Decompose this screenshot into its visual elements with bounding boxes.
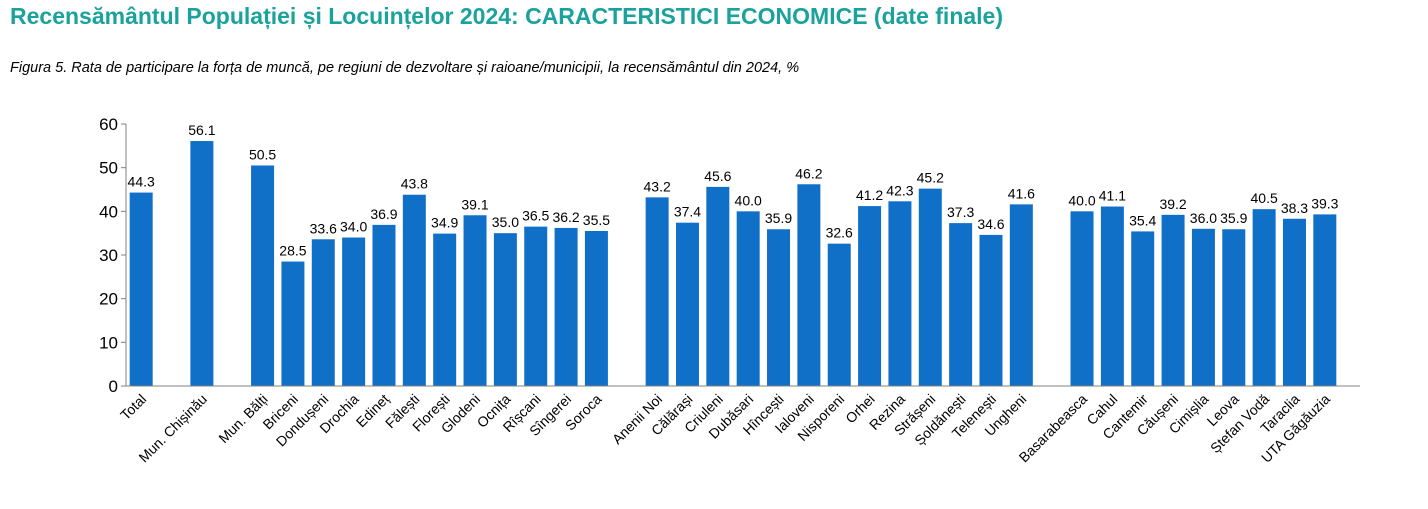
bar xyxy=(584,230,608,386)
value-label: 35.9 xyxy=(765,210,792,226)
bar xyxy=(949,223,973,386)
value-label: 38.3 xyxy=(1281,200,1308,216)
bar xyxy=(1161,214,1185,386)
bar xyxy=(888,201,912,386)
bar xyxy=(1131,231,1155,386)
bar xyxy=(767,229,791,386)
value-label: 36.2 xyxy=(552,209,579,225)
value-label: 35.9 xyxy=(1220,210,1247,226)
y-tick-label: 30 xyxy=(99,246,118,265)
bar xyxy=(190,141,214,386)
value-label: 41.2 xyxy=(856,187,883,203)
bar xyxy=(493,233,517,386)
value-label: 35.4 xyxy=(1129,212,1156,228)
bar xyxy=(979,234,1003,386)
bar xyxy=(1009,204,1033,386)
value-label: 32.6 xyxy=(826,225,853,241)
value-label: 44.3 xyxy=(128,174,155,190)
value-label: 36.9 xyxy=(370,206,397,222)
bar xyxy=(1252,209,1276,386)
value-label: 56.1 xyxy=(188,122,215,138)
value-label: 43.2 xyxy=(644,178,671,194)
page-title: Recensământul Populației și Locuințelor … xyxy=(10,3,1003,29)
bar xyxy=(311,239,335,386)
bar xyxy=(463,215,487,386)
value-label: 45.6 xyxy=(704,168,731,184)
y-axis: 0 10 20 30 40 50 60 xyxy=(99,115,127,396)
value-label: 39.2 xyxy=(1159,196,1186,212)
bar xyxy=(402,194,426,386)
y-tick-label: 10 xyxy=(99,333,118,352)
value-label: 35.0 xyxy=(492,214,519,230)
bar xyxy=(433,233,457,386)
y-tick-label: 0 xyxy=(109,377,118,396)
value-label: 34.9 xyxy=(431,215,458,231)
value-label: 36.5 xyxy=(522,208,549,224)
value-label: 34.6 xyxy=(977,216,1004,232)
bar xyxy=(129,192,153,386)
category-label: Total xyxy=(117,391,149,423)
bar xyxy=(1100,206,1124,386)
bar xyxy=(251,165,275,386)
bar xyxy=(827,243,851,386)
value-label: 35.5 xyxy=(583,212,610,228)
bars-group xyxy=(129,141,1337,386)
value-labels-group: 44.3 56.1 50.5 28.533.6 34.036.943.8 34.939.1… xyxy=(128,122,1339,259)
bar xyxy=(1191,228,1215,386)
bar xyxy=(554,227,578,386)
value-label: 40.5 xyxy=(1251,190,1278,206)
bar xyxy=(918,188,942,386)
figure-caption: Figura 5. Rata de participare la forța d… xyxy=(10,60,800,76)
bar xyxy=(524,226,548,386)
value-label: 50.5 xyxy=(249,146,276,162)
value-label: 34.0 xyxy=(340,219,367,235)
value-label: 42.3 xyxy=(886,182,913,198)
value-label: 37.3 xyxy=(947,204,974,220)
bar xyxy=(1070,211,1094,386)
bar xyxy=(372,224,396,386)
value-label: 41.1 xyxy=(1099,188,1126,204)
bar xyxy=(736,211,760,386)
bar xyxy=(281,261,305,386)
bar xyxy=(858,206,882,386)
bar xyxy=(645,197,669,386)
value-label: 46.2 xyxy=(795,165,822,181)
value-label: 40.0 xyxy=(1068,192,1095,208)
value-label: 36.0 xyxy=(1190,210,1217,226)
value-label: 37.4 xyxy=(674,204,701,220)
y-tick-label: 50 xyxy=(99,159,118,178)
value-label: 28.5 xyxy=(279,243,306,259)
value-label: 33.6 xyxy=(310,220,337,236)
bar xyxy=(797,184,821,386)
y-tick-label: 40 xyxy=(99,202,118,221)
y-tick-label: 20 xyxy=(99,290,118,309)
value-label: 43.8 xyxy=(401,176,428,192)
value-label: 39.1 xyxy=(461,196,488,212)
y-tick-label: 60 xyxy=(99,115,118,134)
bar xyxy=(1313,214,1337,386)
value-label: 41.6 xyxy=(1008,185,1035,201)
bar xyxy=(1282,218,1306,386)
value-label: 45.2 xyxy=(917,170,944,186)
value-label: 39.3 xyxy=(1311,195,1338,211)
bar xyxy=(342,237,366,386)
value-label: 40.0 xyxy=(735,192,762,208)
bar xyxy=(675,222,699,386)
bar xyxy=(706,186,730,386)
bar xyxy=(1222,229,1246,386)
